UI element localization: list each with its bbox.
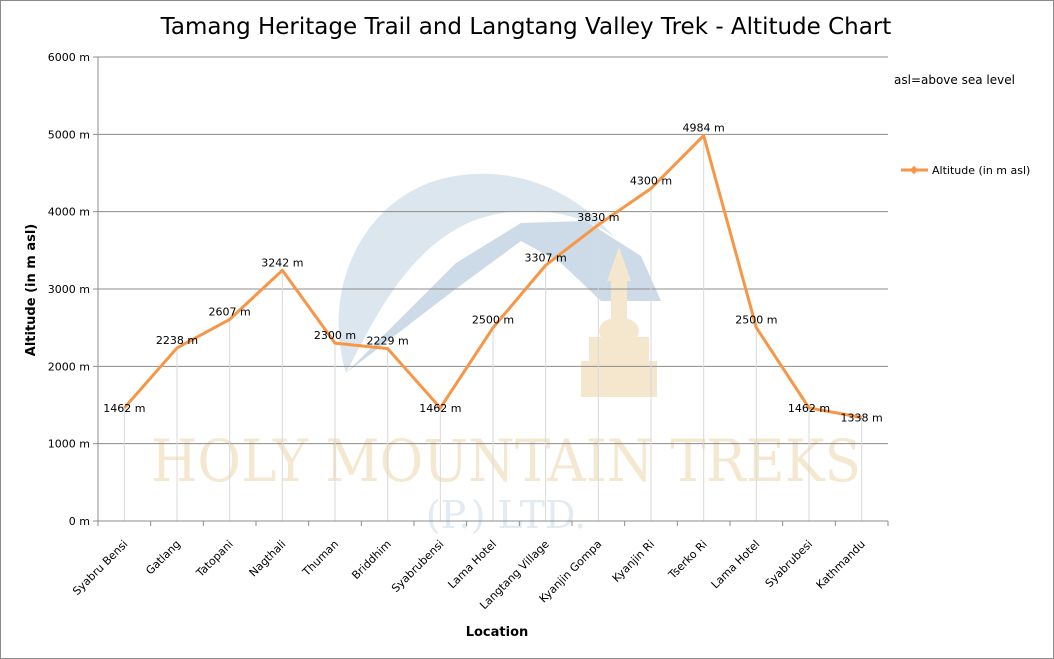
data-label: 2229 m (367, 335, 409, 348)
watermark-line1: HOLY MOUNTAIN TREKS (151, 427, 861, 495)
data-label: 4984 m (683, 122, 725, 135)
x-tick-label: Nagthali (247, 538, 289, 580)
data-label: 1462 m (788, 402, 830, 415)
x-tick-label: Thuman (299, 538, 341, 580)
series-line (123, 134, 862, 420)
x-tick-label: Lama Hotel (445, 538, 499, 592)
data-label: 2500 m (735, 314, 777, 327)
x-axis-title: Location (466, 625, 529, 640)
data-label: 2300 m (314, 329, 356, 342)
y-tick-label: 5000 m (48, 128, 90, 141)
data-label: 1462 m (419, 402, 461, 415)
watermark-line2: (P.) LTD. (426, 493, 586, 537)
y-tick-label: 0 m (69, 515, 90, 528)
x-tick-label: Lama Hotel (709, 538, 763, 592)
data-label: 3242 m (261, 256, 303, 269)
y-tick-label: 1000 m (48, 438, 90, 451)
data-label: 2238 m (156, 334, 198, 347)
legend-marker (909, 165, 919, 175)
data-label: 2500 m (472, 314, 514, 327)
data-label: 3830 m (577, 211, 619, 224)
x-tick-label: Kathmandu (814, 538, 868, 592)
x-tick-label: Syabru Bensi (70, 538, 130, 598)
x-tick-label: Tserko Ri (665, 538, 709, 582)
y-tick-label: 6000 m (48, 51, 90, 64)
x-tick-label: Syabrubensi (389, 538, 446, 595)
watermark-logo: HOLY MOUNTAIN TREKS (P.) LTD. (151, 173, 861, 537)
data-label: 2607 m (209, 305, 251, 318)
data-label: 3307 m (525, 251, 567, 264)
data-label: 1338 m (841, 412, 883, 425)
chart-title: Tamang Heritage Trail and Langtang Valle… (160, 14, 892, 40)
y-axis-title: Altitude (in m asl) (24, 224, 39, 356)
legend: Altitude (in m asl) (901, 164, 1030, 177)
x-tick-label: Briddhim (349, 538, 393, 582)
data-label: 1462 m (103, 402, 145, 415)
x-tick-label: Tatopani (193, 538, 236, 581)
y-tick-label: 4000 m (48, 206, 90, 219)
data-label: 4300 m (630, 174, 672, 187)
x-tick-label: Syabrubesi (763, 538, 816, 591)
asl-note: asl=above sea level (894, 73, 1015, 87)
legend-label: Altitude (in m asl) (932, 164, 1030, 177)
x-tick-label: Gatlang (143, 538, 183, 578)
x-tick-label: Kyanjin Ri (610, 538, 657, 585)
y-tick-label: 2000 m (48, 360, 90, 373)
stupa-icon (581, 247, 657, 397)
y-tick-label: 3000 m (48, 283, 90, 296)
